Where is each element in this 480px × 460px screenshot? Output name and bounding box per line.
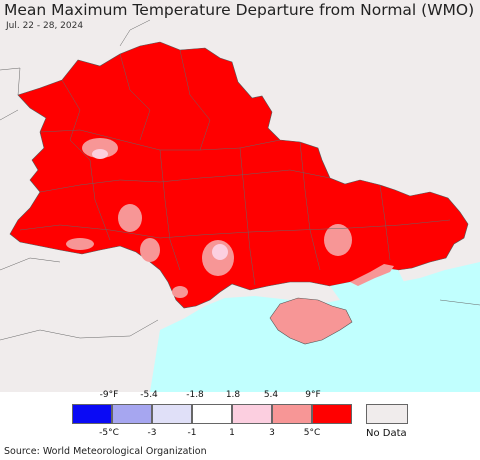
mild-patch	[212, 244, 228, 260]
legend-c-tick: -5°C	[99, 428, 119, 438]
temperature-departure-map	[0, 0, 480, 392]
legend-f-tick: -1.8	[186, 390, 204, 400]
legend-c-tick: 5°C	[303, 428, 321, 438]
legend-c-tick: -1	[187, 428, 197, 438]
map-title: Mean Maximum Temperature Departure from …	[4, 1, 475, 19]
legend-swatch	[72, 404, 112, 424]
legend-c-tick: 1	[229, 428, 235, 438]
azov-shore	[350, 264, 394, 286]
warm-patch	[172, 286, 188, 298]
legend-swatch	[112, 404, 152, 424]
legend-f-tick: 1.8	[225, 390, 241, 400]
legend-swatch	[232, 404, 272, 424]
country-borders	[0, 19, 480, 341]
crimea	[269, 297, 353, 345]
date-range: Jul. 22 - 28, 2024	[6, 21, 84, 31]
oblast-boundaries	[19, 49, 451, 286]
legend-swatch	[152, 404, 192, 424]
mild-patch	[92, 149, 108, 159]
legend-swatch	[272, 404, 312, 424]
no-data-label: No Data	[366, 428, 407, 439]
legend-f-tick: -5.4	[140, 390, 158, 400]
warm-patch	[118, 204, 142, 232]
warm-patch	[82, 138, 118, 158]
warm-patch	[66, 238, 94, 250]
legend-f-tick: 5.4	[263, 390, 279, 400]
warm-patch	[324, 224, 352, 256]
legend-f-tick: -9°F	[99, 390, 119, 400]
legend-swatch	[192, 404, 232, 424]
source-credit: Source: World Meteorological Organizatio…	[4, 446, 207, 457]
legend-f-tick: 9°F	[305, 390, 321, 400]
legend-swatch	[312, 404, 352, 424]
sea-of-azov	[330, 268, 404, 302]
legend-c-tick: 3	[269, 428, 275, 438]
legend-c-tick: -3	[147, 428, 157, 438]
no-data-swatch	[366, 404, 408, 424]
warm-patch	[140, 238, 160, 262]
